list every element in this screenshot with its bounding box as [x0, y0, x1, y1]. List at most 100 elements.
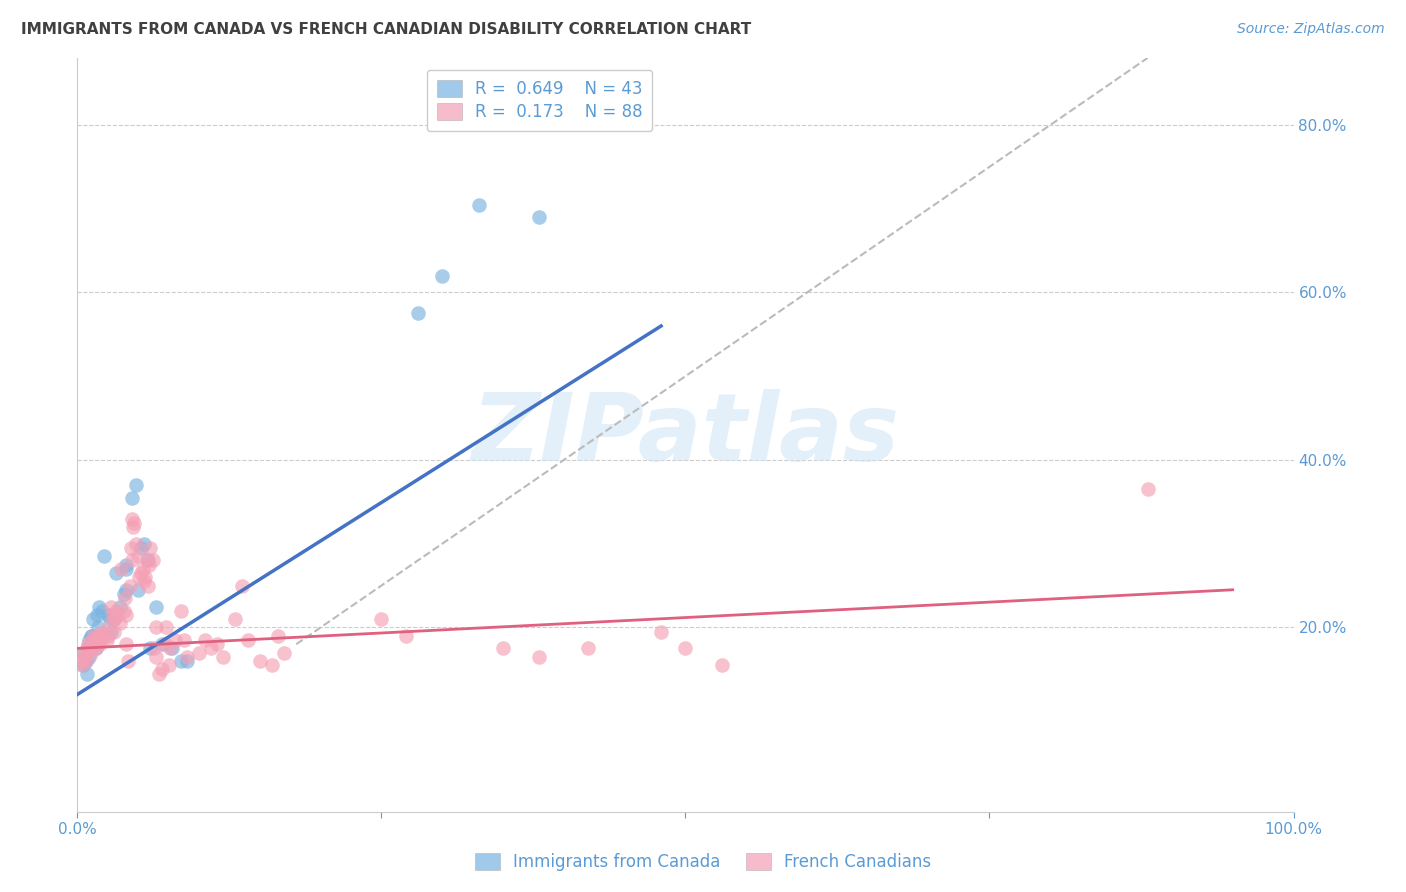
Point [205, 637, 228, 651]
Point [120, 541, 142, 555]
Point [103, 612, 125, 626]
Point [79, 633, 101, 648]
Point [231, 578, 253, 592]
Point [112, 604, 135, 618]
Point [273, 646, 295, 660]
Point [82, 637, 104, 651]
Point [529, 210, 551, 224]
Point [139, 641, 162, 656]
Point [70, 658, 93, 673]
Point [1136, 483, 1159, 497]
Point [86, 607, 108, 622]
Point [170, 654, 193, 668]
Point [80, 633, 103, 648]
Point [115, 607, 138, 622]
Point [83, 629, 105, 643]
Point [128, 570, 150, 584]
Point [260, 658, 283, 673]
Point [145, 599, 167, 614]
Point [136, 578, 159, 592]
Point [650, 624, 672, 639]
Text: Source: ZipAtlas.com: Source: ZipAtlas.com [1237, 22, 1385, 37]
Point [75, 654, 97, 668]
Point [188, 646, 211, 660]
Legend: R =  0.649    N = 43, R =  0.173    N = 88: R = 0.649 N = 43, R = 0.173 N = 88 [426, 70, 652, 131]
Point [125, 537, 148, 551]
Point [105, 604, 128, 618]
Point [115, 582, 138, 597]
Point [157, 658, 180, 673]
Point [145, 649, 167, 664]
Point [89, 599, 111, 614]
Point [135, 553, 157, 567]
Point [115, 637, 138, 651]
Point [148, 666, 170, 681]
Point [87, 620, 110, 634]
Point [80, 646, 103, 660]
Point [103, 624, 125, 639]
Point [100, 624, 122, 639]
Point [108, 616, 131, 631]
Point [79, 649, 101, 664]
Point [96, 633, 118, 648]
Point [160, 641, 183, 656]
Point [152, 662, 174, 676]
Point [249, 654, 271, 668]
Point [134, 574, 156, 589]
Point [73, 649, 96, 664]
Point [84, 641, 107, 656]
Point [406, 306, 429, 320]
Point [170, 604, 193, 618]
Point [110, 562, 132, 576]
Point [134, 570, 156, 584]
Point [115, 562, 138, 576]
Point [529, 649, 551, 664]
Point [124, 516, 146, 530]
Point [122, 520, 145, 534]
Point [72, 646, 94, 660]
Point [97, 620, 120, 634]
Point [370, 612, 392, 626]
Point [432, 268, 454, 283]
Point [86, 633, 108, 648]
Point [159, 641, 181, 656]
Point [97, 629, 120, 643]
Point [105, 566, 128, 580]
Point [103, 612, 125, 626]
Point [90, 604, 112, 618]
Point [75, 654, 97, 668]
Point [80, 629, 103, 643]
Point [200, 641, 222, 656]
Point [100, 599, 122, 614]
Point [129, 566, 152, 580]
Point [138, 558, 160, 572]
Point [80, 629, 103, 643]
Point [492, 641, 515, 656]
Point [84, 641, 107, 656]
Point [267, 629, 290, 643]
Point [176, 649, 198, 664]
Point [82, 612, 104, 626]
Point [576, 641, 599, 656]
Point [224, 612, 246, 626]
Point [236, 633, 259, 648]
Point [108, 599, 131, 614]
Point [710, 658, 733, 673]
Point [76, 641, 98, 656]
Point [152, 637, 174, 651]
Point [176, 654, 198, 668]
Point [82, 633, 104, 648]
Point [76, 666, 98, 681]
Point [70, 654, 93, 668]
Point [173, 633, 195, 648]
Point [127, 582, 149, 597]
Point [114, 591, 136, 606]
Point [112, 587, 135, 601]
Point [72, 646, 94, 660]
Point [77, 637, 100, 651]
Point [212, 649, 235, 664]
Point [118, 578, 141, 592]
Point [115, 558, 138, 572]
Point [79, 641, 101, 656]
Point [145, 620, 167, 634]
